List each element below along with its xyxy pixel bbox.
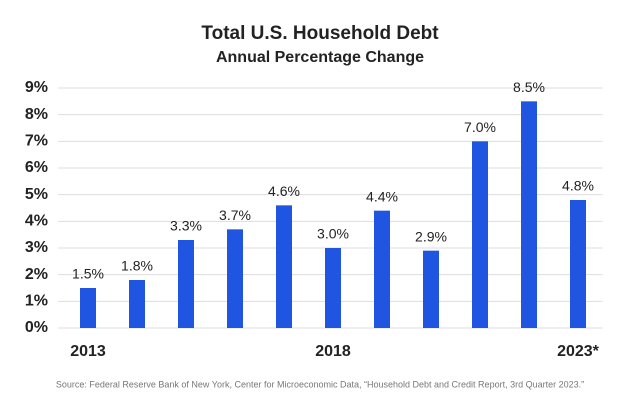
y-tick-label: 1% [25,293,48,310]
value-label: 2.9% [415,228,447,244]
y-tick-label: 8% [25,106,48,123]
value-label: 3.3% [170,218,202,234]
value-label: 4.4% [366,188,398,204]
y-tick-label: 7% [25,133,48,150]
y-tick-label: 6% [25,159,48,176]
value-label: 7.0% [464,119,496,135]
x-tick-label: 2018 [315,343,351,360]
bar [129,280,145,328]
bar [374,210,390,328]
y-tick-label: 2% [25,266,48,283]
bar [276,205,292,328]
x-tick-label: 2013 [70,343,106,360]
value-label: 4.6% [268,183,300,199]
bar [227,229,243,328]
chart-title: Total U.S. Household Debt [201,23,439,44]
y-tick-label: 3% [25,239,48,256]
x-tick-label: 2023* [557,343,600,360]
value-label: 1.5% [72,266,104,282]
value-label: 3.7% [219,207,251,223]
bar [472,141,488,328]
value-label: 4.8% [562,178,594,194]
value-label: 1.8% [121,258,153,274]
bar [325,248,341,328]
chart-subtitle: Annual Percentage Change [216,49,424,66]
source-note: Source: Federal Reserve Bank of New York… [56,379,584,389]
bar [423,250,439,328]
y-tick-label: 9% [25,79,48,96]
y-tick-label: 4% [25,213,48,230]
y-tick-label: 5% [25,186,48,203]
bar [178,240,194,328]
y-tick-label: 0% [25,319,48,336]
value-label: 3.0% [317,226,349,242]
value-label: 8.5% [513,79,545,95]
bar [80,288,96,328]
bar [521,101,537,328]
bar [570,200,586,328]
